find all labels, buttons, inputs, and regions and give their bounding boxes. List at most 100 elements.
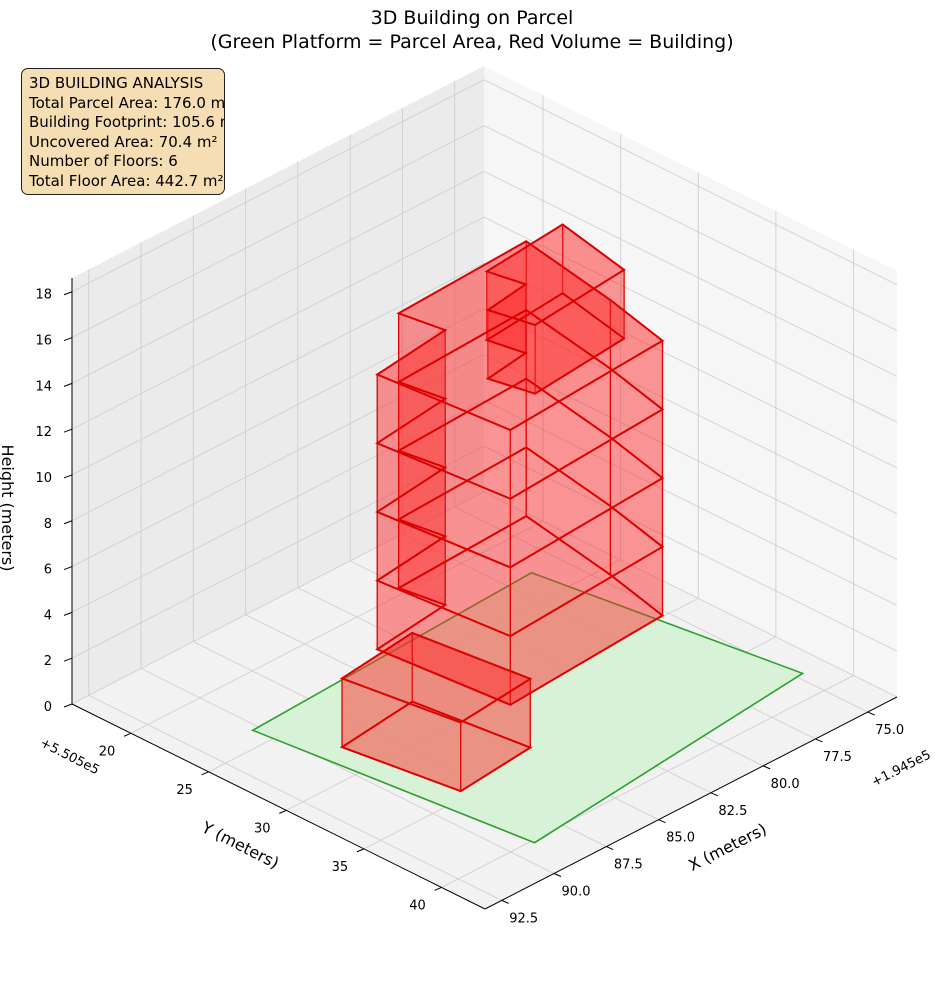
z-tick-mark bbox=[63, 703, 73, 708]
z-tick-mark bbox=[63, 291, 73, 296]
z-tick-mark bbox=[63, 520, 73, 525]
y-tick-mark bbox=[279, 809, 287, 814]
z-tick-label: 16 bbox=[35, 334, 52, 349]
z-tick-mark bbox=[63, 428, 73, 433]
y-axis-line bbox=[71, 703, 486, 910]
z-tick-label: 4 bbox=[44, 608, 52, 623]
info-line-floor-area: Total Floor Area: 442.7 m² bbox=[29, 171, 224, 190]
x-tick-mark bbox=[658, 819, 666, 824]
grid-line-z-left bbox=[71, 308, 485, 522]
z-tick-mark bbox=[63, 382, 73, 387]
z-tick-label: 6 bbox=[44, 563, 52, 578]
x-offset-label: +1.945e5 bbox=[869, 748, 933, 791]
floor-outline bbox=[375, 240, 665, 432]
volume-outline bbox=[484, 291, 626, 395]
z-tick-label: 18 bbox=[35, 288, 52, 303]
info-line-parcel-area: Total Parcel Area: 176.0 m² bbox=[29, 93, 225, 112]
x-tick-label: 82.5 bbox=[718, 804, 747, 819]
info-heading: 3D BUILDING ANALYSIS bbox=[29, 74, 204, 92]
z-tick-mark bbox=[63, 657, 73, 662]
x-tick-label: 90.0 bbox=[562, 884, 591, 899]
grid-line-y-floor bbox=[130, 520, 544, 734]
z-tick-label: 2 bbox=[44, 654, 52, 669]
parcel-layer bbox=[250, 571, 805, 844]
x-tick-label: 92.5 bbox=[509, 911, 538, 926]
building-layer bbox=[339, 223, 665, 793]
x-tick-label: 87.5 bbox=[614, 858, 643, 873]
grid-line-z-right bbox=[483, 216, 898, 423]
grid-line-z-right bbox=[483, 79, 898, 286]
z-tick-label: 14 bbox=[35, 379, 52, 394]
z-axis-label: Height (meters) bbox=[0, 445, 17, 572]
grid-line-z-left bbox=[71, 170, 485, 384]
z-tick-label: 12 bbox=[35, 425, 52, 440]
floor-outline bbox=[375, 446, 665, 638]
grid-line-z-right bbox=[483, 308, 898, 515]
x-tick-mark bbox=[501, 899, 509, 904]
x-axis-line bbox=[484, 696, 898, 910]
z-tick-label: 10 bbox=[35, 471, 52, 486]
info-line-footprint: Building Footprint: 105.6 m² bbox=[29, 113, 225, 132]
x-tick-label: 75.0 bbox=[875, 723, 904, 738]
grid-line-z-left bbox=[71, 79, 485, 293]
x-tick-mark bbox=[762, 765, 771, 770]
floor-outline bbox=[375, 514, 665, 706]
x-tick-mark bbox=[606, 846, 614, 851]
grid-line-y-floor bbox=[441, 675, 854, 888]
grid-line-z-right bbox=[483, 262, 898, 469]
chart-title-line-1: 3D Building on Parcel bbox=[370, 7, 574, 29]
grid-line-z-left bbox=[71, 445, 485, 659]
y-tick-label: 35 bbox=[332, 860, 349, 875]
x-tick-mark bbox=[815, 738, 823, 743]
grid-line-x-floor bbox=[454, 506, 868, 713]
grid-line-z-right bbox=[483, 354, 898, 560]
x-axis-label: X (meters) bbox=[685, 819, 769, 875]
info-line-floors: Number of Floors: 6 bbox=[29, 152, 178, 171]
grid-line-x-floor bbox=[88, 694, 502, 901]
y-tick-mark bbox=[123, 732, 132, 737]
grid-line-z-left bbox=[71, 216, 485, 430]
volume-outline bbox=[339, 700, 533, 793]
y-tick-label: 40 bbox=[409, 898, 426, 913]
y-tick-mark bbox=[356, 848, 365, 853]
z-tick-mark bbox=[63, 611, 73, 616]
z-tick-mark bbox=[63, 337, 73, 342]
floor-outline bbox=[375, 308, 665, 500]
grid-line-z-right bbox=[483, 399, 898, 606]
y-offset-label: +5.505e5 bbox=[37, 736, 101, 779]
y-tick-label: 25 bbox=[176, 783, 193, 798]
info-line-uncovered: Uncovered Area: 70.4 m² bbox=[29, 132, 218, 151]
info-box: 3D BUILDING ANALYSIS Total Parcel Area: … bbox=[21, 68, 225, 195]
parcel-platform bbox=[250, 571, 805, 844]
grid-line-z-right bbox=[483, 170, 898, 377]
y-tick-mark bbox=[434, 886, 442, 891]
x-tick-label: 80.0 bbox=[771, 777, 800, 792]
z-tick-label: 0 bbox=[44, 700, 52, 715]
floor-outline bbox=[375, 377, 665, 569]
grid-line-z-left bbox=[71, 262, 485, 476]
chart-title: 3D Building on Parcel (Green Platform = … bbox=[0, 6, 944, 54]
grid-line-z-right bbox=[483, 445, 898, 652]
x-tick-mark bbox=[710, 792, 719, 797]
volume-outline bbox=[484, 223, 626, 327]
grid-line-z-left bbox=[71, 399, 485, 613]
right-back-pane bbox=[484, 66, 897, 697]
z-tick-mark bbox=[63, 474, 73, 479]
axis-lines bbox=[63, 278, 898, 910]
z-tick-label: 8 bbox=[44, 517, 52, 532]
grid-line-z-left bbox=[71, 125, 485, 338]
x-tick-label: 85.0 bbox=[666, 831, 695, 846]
volume-outline bbox=[339, 631, 533, 724]
grid-line-z-right bbox=[483, 491, 898, 698]
chart-title-line-2: (Green Platform = Parcel Area, Red Volum… bbox=[210, 31, 734, 53]
x-tick-label: 77.5 bbox=[823, 750, 852, 765]
z-tick-mark bbox=[63, 566, 73, 571]
grid-line-z-right bbox=[483, 125, 898, 331]
y-tick-mark bbox=[201, 771, 209, 776]
x-tick-mark bbox=[553, 873, 562, 877]
x-tick-mark bbox=[867, 711, 875, 716]
y-tick-label: 30 bbox=[254, 821, 271, 836]
y-tick-label: 20 bbox=[99, 744, 116, 759]
grid-line-x-floor bbox=[140, 668, 555, 874]
